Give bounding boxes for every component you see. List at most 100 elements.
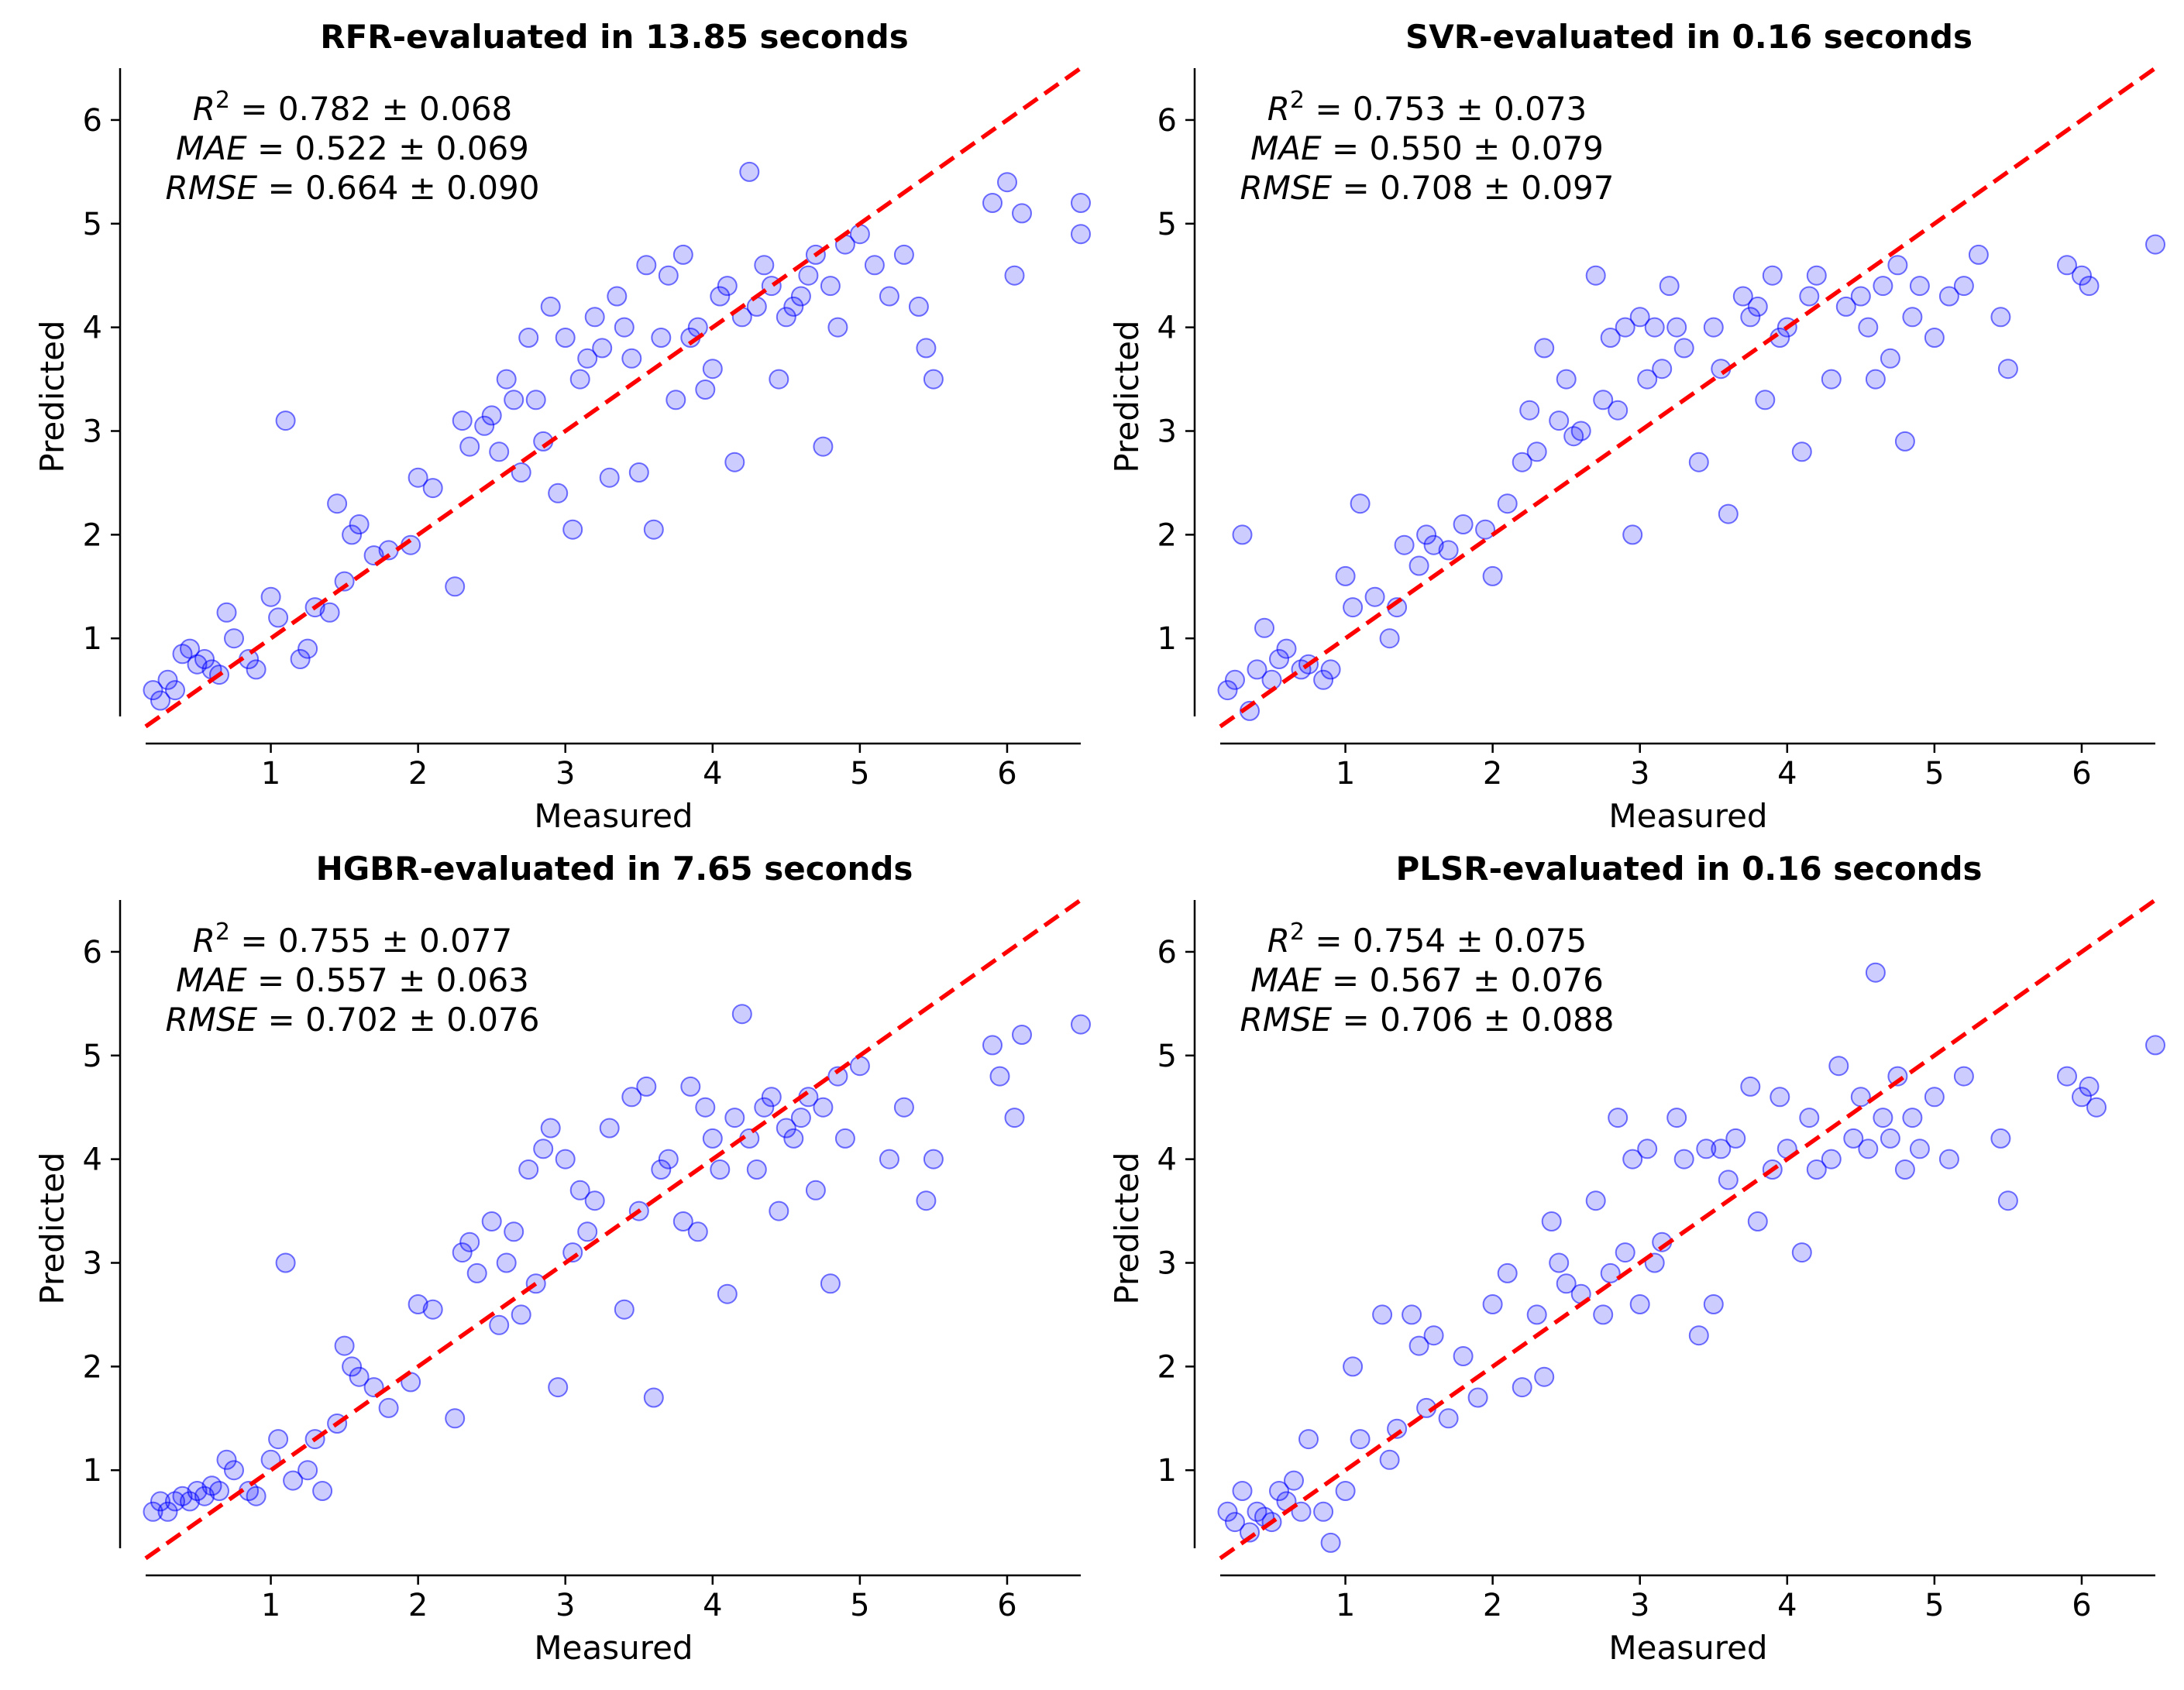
scatter-point — [607, 286, 628, 307]
scatter-point — [1894, 431, 1915, 452]
scatter-point — [908, 296, 929, 317]
scatter-point — [1865, 369, 1886, 390]
y-tick-label: 4 — [1157, 1142, 1177, 1178]
scatter-point — [1298, 1429, 1319, 1450]
scatter-point — [1519, 400, 1540, 421]
scatter-point — [1990, 307, 2011, 328]
scatter-point — [592, 338, 613, 359]
scatter-point — [1232, 524, 1253, 545]
stat-mae: MAE = 0.557 ± 0.063 — [176, 961, 529, 999]
scatter-point — [1247, 659, 1267, 680]
scatter-point — [1659, 276, 1680, 297]
scatter-point — [1629, 307, 1650, 328]
scatter-point — [761, 1087, 782, 1108]
scatter-point — [893, 1097, 914, 1118]
scatter-point — [518, 1159, 539, 1180]
y-tick-label: 3 — [83, 414, 102, 450]
x-tick-label: 6 — [997, 1588, 1016, 1623]
stat-r2: R2 = 0.754 ± 0.075 — [1267, 919, 1587, 960]
scatter-point — [298, 1460, 318, 1481]
scatter-point — [614, 1299, 635, 1320]
scatter-point — [1865, 962, 1886, 983]
scatter-point — [268, 607, 289, 628]
scatter-point — [783, 296, 804, 317]
scatter-point — [1696, 1139, 1717, 1159]
scatter-point — [1526, 441, 1547, 462]
scatter-point — [1828, 1056, 1849, 1077]
scatter-point — [672, 244, 693, 265]
y-tick-label: 5 — [1157, 1039, 1177, 1074]
scatter-point — [1688, 1325, 1709, 1346]
y-tick-label: 5 — [1157, 207, 1177, 242]
y-tick-label: 3 — [1157, 1246, 1177, 1282]
x-tick-label: 1 — [1336, 1588, 1355, 1623]
scatter-point — [577, 348, 598, 369]
scatter-point — [687, 1221, 708, 1242]
scatter-point — [1423, 534, 1444, 555]
scatter-point — [1541, 1211, 1562, 1231]
scatter-point — [790, 286, 811, 307]
x-tick-label: 3 — [1630, 756, 1649, 792]
scatter-point — [1570, 421, 1591, 441]
scatter-point — [452, 1242, 473, 1263]
y-tick-label: 4 — [83, 1142, 102, 1178]
scatter-point — [2057, 1066, 2077, 1087]
scatter-point — [157, 669, 178, 690]
scatter-point — [1703, 317, 1724, 338]
scatter-point — [1894, 1159, 1915, 1180]
scatter-point — [1225, 1512, 1245, 1533]
scatter-point — [459, 436, 480, 457]
y-tick-label: 6 — [83, 103, 102, 139]
scatter-point — [1217, 1501, 1238, 1522]
scatter-point — [1600, 328, 1621, 348]
scatter-point — [783, 1128, 804, 1149]
scatter-point — [1438, 1408, 1459, 1429]
reference-line — [144, 898, 1082, 1561]
scatter-series — [143, 1004, 1091, 1522]
scatter-point — [216, 1449, 237, 1470]
scatter-point — [1313, 1501, 1334, 1522]
scatter-point — [474, 415, 495, 436]
scatter-point — [194, 649, 215, 669]
scatter-point — [997, 172, 1017, 193]
scatter-point — [769, 369, 789, 390]
scatter-point — [143, 1501, 163, 1522]
scatter-point — [2057, 255, 2077, 276]
scatter-point — [1806, 265, 1827, 286]
x-tick-label: 5 — [1924, 1588, 1944, 1623]
x-tick-label: 4 — [703, 1588, 722, 1623]
y-tick-label: 5 — [83, 1039, 102, 1074]
scatter-point — [1313, 669, 1334, 690]
scatter-point — [283, 1470, 304, 1491]
scatter-point — [150, 690, 170, 711]
scatter-point — [1387, 1418, 1408, 1439]
scatter-point — [1534, 338, 1555, 359]
scatter-point — [349, 514, 370, 534]
scatter-point — [982, 193, 1003, 213]
x-tick-label: 5 — [1924, 756, 1944, 792]
scatter-point — [246, 1486, 267, 1506]
scatter-point — [1482, 565, 1503, 586]
reference-line — [1219, 66, 2157, 729]
scatter-point — [1416, 524, 1437, 545]
scatter-point — [1320, 1532, 1341, 1553]
scatter-point — [1372, 1304, 1393, 1325]
scatter-point — [1622, 524, 1643, 545]
x-tick-label: 5 — [850, 1588, 869, 1623]
scatter-point — [334, 571, 355, 592]
scatter-point — [275, 410, 296, 431]
scatter-point — [1858, 1139, 1879, 1159]
scatter-point — [849, 1056, 870, 1077]
scatter-point — [621, 348, 642, 369]
scatter-point — [1497, 493, 1518, 514]
scatter-point — [1755, 390, 1776, 410]
x-tick-label: 2 — [408, 756, 428, 792]
scatter-point — [349, 1366, 370, 1387]
scatter-point — [1534, 1366, 1555, 1387]
scatter-point — [1740, 1076, 1761, 1097]
scatter-point — [916, 338, 937, 359]
scatter-point — [1343, 1356, 1364, 1377]
scatter-point — [511, 462, 531, 483]
scatter-point — [827, 1066, 848, 1087]
